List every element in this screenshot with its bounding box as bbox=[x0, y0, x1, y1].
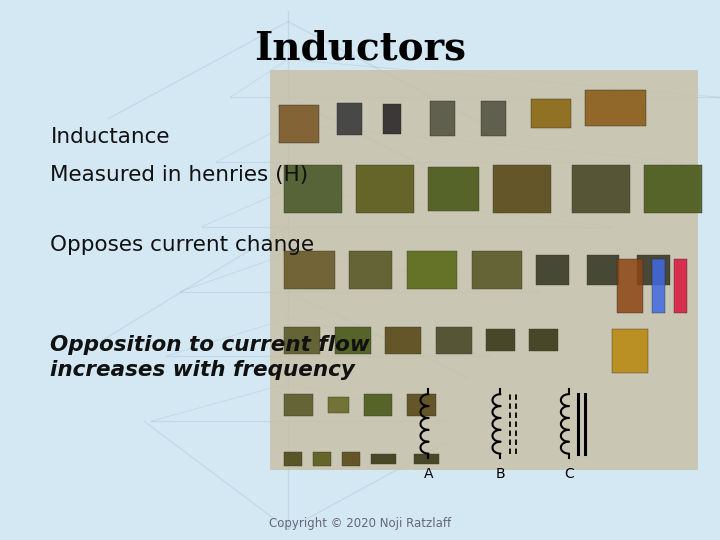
Bar bbox=[407, 394, 436, 416]
Bar bbox=[279, 105, 318, 143]
Bar bbox=[531, 98, 571, 128]
Bar bbox=[313, 453, 331, 465]
Bar bbox=[644, 165, 702, 213]
Text: Opposition to current flow
increases with frequency: Opposition to current flow increases wit… bbox=[50, 335, 370, 380]
Bar bbox=[385, 327, 421, 354]
Text: Opposes current change: Opposes current change bbox=[50, 235, 315, 255]
Bar bbox=[618, 259, 643, 313]
Bar bbox=[356, 165, 414, 213]
Bar bbox=[414, 454, 439, 464]
Bar bbox=[335, 327, 371, 354]
Text: C: C bbox=[564, 467, 574, 481]
Bar bbox=[529, 329, 558, 351]
Bar bbox=[486, 329, 515, 351]
Bar bbox=[371, 454, 396, 464]
Bar bbox=[612, 329, 648, 373]
Bar bbox=[585, 90, 647, 125]
Bar bbox=[336, 103, 361, 135]
Text: Measured in henries (H): Measured in henries (H) bbox=[50, 165, 309, 185]
Bar bbox=[472, 251, 522, 289]
Bar bbox=[284, 394, 313, 416]
Bar bbox=[674, 259, 687, 313]
Bar bbox=[572, 165, 630, 213]
Bar bbox=[284, 453, 302, 465]
Text: Copyright © 2020 Noji Ratzlaff: Copyright © 2020 Noji Ratzlaff bbox=[269, 517, 451, 530]
Bar bbox=[407, 251, 457, 289]
Bar bbox=[284, 165, 342, 213]
Bar bbox=[364, 394, 392, 416]
Text: A: A bbox=[423, 467, 433, 481]
Bar bbox=[328, 397, 349, 413]
Bar bbox=[637, 255, 670, 285]
Bar bbox=[436, 327, 472, 354]
Bar bbox=[284, 251, 335, 289]
Text: B: B bbox=[495, 467, 505, 481]
Bar bbox=[652, 259, 665, 313]
Bar bbox=[384, 104, 402, 133]
Bar bbox=[481, 102, 506, 136]
Text: Inductors: Inductors bbox=[254, 30, 466, 68]
Bar bbox=[349, 251, 392, 289]
Bar bbox=[284, 327, 320, 354]
Text: Inductance: Inductance bbox=[50, 127, 170, 147]
Bar bbox=[428, 167, 479, 211]
Bar bbox=[431, 102, 456, 136]
Bar bbox=[587, 255, 619, 285]
Bar bbox=[536, 255, 569, 285]
Bar bbox=[493, 165, 551, 213]
Bar bbox=[342, 453, 360, 465]
Bar bbox=[270, 70, 698, 470]
